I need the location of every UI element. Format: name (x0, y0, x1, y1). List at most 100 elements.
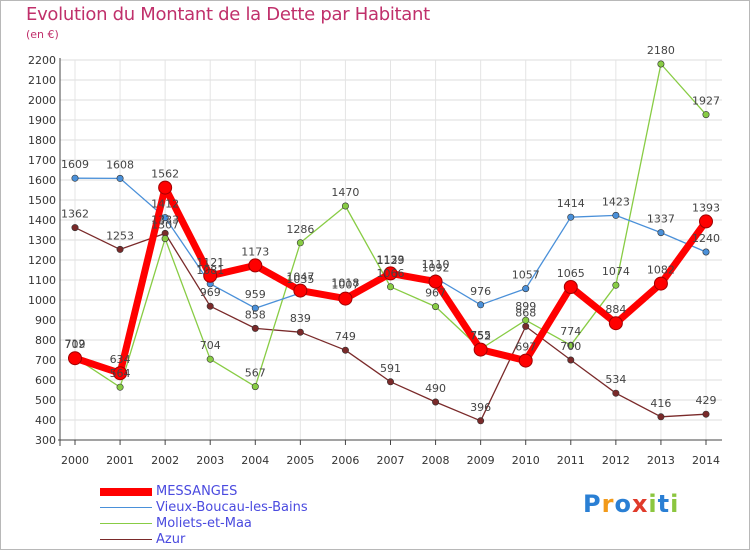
data-label-messanges: 1121 (196, 256, 224, 269)
data-label-moliets: 1066 (377, 267, 405, 280)
data-label-messanges: 1562 (151, 168, 179, 181)
legend-swatch-moliets (100, 523, 152, 524)
data-point-messanges (518, 353, 533, 368)
data-point-azur (612, 389, 620, 397)
data-point-azur (702, 410, 710, 418)
data-label-messanges: 1092 (422, 262, 450, 275)
data-label-vieux-boucau: 1035 (286, 273, 314, 286)
data-point-messanges (113, 366, 128, 381)
legend-swatch-messanges (100, 488, 152, 496)
data-label-vieux-boucau: 1412 (151, 198, 179, 211)
x-tick-label: 2001 (106, 454, 134, 467)
data-point-azur (657, 413, 665, 421)
y-tick-label: 1500 (28, 194, 56, 207)
brand-letter: t (657, 490, 671, 518)
data-label-messanges: 1047 (286, 271, 314, 284)
data-point-moliets (432, 303, 440, 311)
chart-subtitle: (en €) (26, 28, 59, 41)
data-label-vieux-boucau: 976 (470, 285, 491, 298)
brand-letter: i (648, 490, 658, 518)
data-label-moliets: 704 (200, 339, 221, 352)
data-label-vieux-boucau: 1608 (106, 158, 134, 171)
x-tick-label: 2003 (196, 454, 224, 467)
data-point-vieux-boucau (116, 174, 124, 182)
y-tick-label: 1400 (28, 214, 56, 227)
data-point-messanges (563, 280, 578, 294)
y-tick-label: 500 (35, 394, 56, 407)
data-label-moliets: 712 (65, 338, 86, 351)
data-label-vieux-boucau: 1609 (61, 158, 89, 171)
data-point-azur (71, 224, 79, 232)
data-label-messanges: 634 (110, 353, 131, 366)
y-tick-label: 1700 (28, 154, 56, 167)
x-tick-label: 2014 (692, 454, 720, 467)
data-label-azur: 396 (470, 401, 491, 414)
data-label-azur: 416 (650, 397, 671, 410)
data-label-messanges: 709 (65, 338, 86, 351)
data-label-azur: 1333 (151, 213, 179, 226)
data-label-moliets: 1286 (286, 223, 314, 236)
data-point-messanges (653, 276, 668, 291)
data-point-messanges (68, 351, 82, 366)
brand-letter: P (583, 490, 602, 518)
y-tick-label: 300 (35, 434, 56, 447)
brand-logo: Proxiti (583, 490, 679, 518)
data-label-messanges: 752 (470, 330, 491, 343)
data-point-vieux-boucau (612, 211, 620, 219)
data-point-azur (206, 302, 214, 310)
data-point-messanges (383, 266, 398, 281)
legend-item-vieux-boucau: Vieux-Boucau-les-Bains (100, 500, 420, 516)
y-tick-label: 1900 (28, 114, 56, 127)
data-point-moliets (116, 383, 124, 391)
data-point-vieux-boucau (71, 174, 79, 182)
data-label-moliets: 564 (110, 367, 131, 380)
y-tick-label: 1600 (28, 174, 56, 187)
legend: MESSANGES Vieux-Boucau-les-Bains Moliets… (100, 484, 420, 548)
x-tick-label: 2010 (512, 454, 540, 467)
data-point-messanges (203, 268, 218, 283)
brand-letter: o (614, 490, 632, 518)
data-point-moliets (341, 202, 349, 210)
data-label-messanges: 1173 (241, 245, 269, 258)
legend-item-azur: Azur (100, 532, 420, 548)
x-tick-label: 2004 (241, 454, 269, 467)
x-tick-label: 2000 (61, 454, 89, 467)
y-tick-label: 2200 (28, 54, 56, 67)
data-point-moliets (161, 235, 169, 243)
data-label-vieux-boucau: 1018 (331, 276, 359, 289)
legend-label-messanges: MESSANGES (156, 484, 238, 499)
data-label-messanges: 1133 (377, 253, 405, 266)
data-point-moliets (612, 281, 620, 289)
data-point-moliets (702, 111, 710, 119)
data-point-messanges (158, 180, 173, 195)
data-label-vieux-boucau: 1423 (602, 195, 630, 208)
data-point-vieux-boucau (522, 285, 530, 293)
data-label-azur: 969 (200, 286, 221, 299)
data-label-vieux-boucau: 1057 (512, 269, 540, 282)
x-tick-label: 2011 (557, 454, 585, 467)
data-label-moliets: 755 (470, 329, 491, 342)
y-tick-label: 1000 (28, 294, 56, 307)
x-tick-label: 2009 (467, 454, 495, 467)
data-label-messanges: 697 (515, 341, 536, 354)
legend-item-moliets: Moliets-et-Maa (100, 516, 420, 532)
legend-swatch-vieux-boucau (100, 507, 152, 508)
brand-letter: r (601, 490, 615, 518)
data-label-azur: 591 (380, 362, 401, 375)
data-point-messanges (338, 291, 353, 306)
y-tick-label: 900 (35, 314, 56, 327)
data-label-azur: 839 (290, 312, 311, 325)
x-tick-label: 2013 (647, 454, 675, 467)
data-point-vieux-boucau (251, 304, 259, 312)
data-label-azur: 700 (560, 340, 581, 353)
data-label-vieux-boucau: 1337 (647, 213, 675, 226)
data-label-vieux-boucau: 959 (245, 288, 266, 301)
data-point-moliets (567, 341, 575, 349)
data-point-azur (522, 322, 530, 330)
data-label-azur: 490 (425, 382, 446, 395)
data-label-azur: 858 (245, 308, 266, 321)
x-tick-label: 2008 (422, 454, 450, 467)
data-point-messanges (248, 258, 263, 273)
legend-label-azur: Azur (156, 532, 186, 547)
